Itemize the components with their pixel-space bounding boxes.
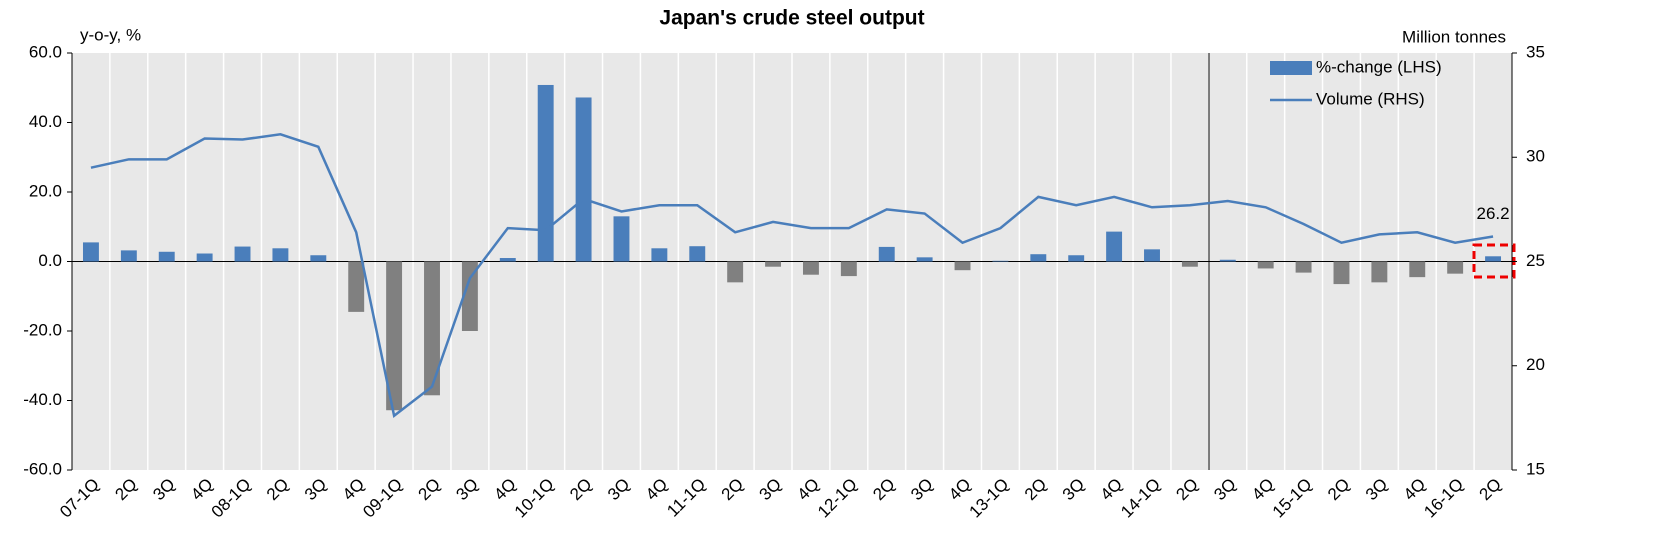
x-tick-label: 10-1Q [511,475,558,522]
y-tick-label: 20.0 [29,181,62,200]
y2-tick-label: 30 [1526,147,1545,166]
bar [1447,261,1464,274]
bar [461,261,478,331]
bar [1371,261,1388,283]
bar [802,261,819,275]
x-tick-label: 08-1Q [208,475,255,522]
x-tick-label: 2Q [869,475,898,504]
bar [916,257,933,262]
bar [234,246,251,262]
y2-tick-label: 25 [1526,251,1545,270]
bar [386,261,403,411]
y-tick-label: -60.0 [23,459,62,478]
x-tick-label: 3Q [907,475,936,504]
bar [1030,254,1047,262]
bar [1485,256,1502,262]
bar [1106,231,1123,262]
x-tick-label: 2Q [415,475,444,504]
x-tick-label: 07-1Q [56,475,103,522]
x-tick-label: 2Q [111,475,140,504]
y2-tick-label: 35 [1526,42,1545,61]
y-axis-label: y-o-y, % [80,25,141,44]
x-tick-label: 3Q [1059,475,1088,504]
bar [1409,261,1426,278]
line [90,133,1494,418]
x-tick-label: 4Q [793,475,822,504]
x-tick-label: 4Q [1400,475,1429,504]
x-tick-label: 11-1Q [663,475,709,521]
bar [272,248,289,262]
y-tick-label: 40.0 [29,112,62,131]
legend-swatch [1270,61,1312,75]
x-tick-label: 3Q [452,475,481,504]
bar [1181,261,1198,267]
x-tick-label: 4Q [490,475,519,504]
bar [1144,249,1160,262]
x-tick-label: 09-1Q [359,475,406,522]
x-tick-label: 14-1Q [1117,475,1164,522]
bar [1295,261,1312,273]
x-tick-label: 2Q [1021,475,1050,504]
y2-axis-label: Million tonnes [1402,27,1506,46]
bar [878,246,895,262]
x-tick-label: 2Q [718,475,747,504]
x-tick-label: 2Q [566,475,595,504]
x-tick-label: 4Q [945,475,974,504]
bar [537,84,554,262]
bar [1219,259,1236,262]
bar [689,246,706,262]
x-tick-label: 15-1Q [1269,475,1316,522]
x-tick-label: 3Q [301,475,330,504]
bar [765,261,782,267]
bar [424,261,440,396]
y-tick-label: -40.0 [23,390,62,409]
bar [1068,255,1085,262]
x-tick-label: 16-1Q [1420,475,1467,522]
x-tick-label: 3Q [604,475,633,504]
y2-tick-label: 20 [1526,355,1545,374]
bar [992,260,1009,262]
x-tick-label: 4Q [187,475,216,504]
bar [82,242,99,262]
y-tick-label: -20.0 [23,320,62,339]
bar [1333,261,1350,285]
bar [196,253,213,262]
annotation: 26.2 [1477,204,1510,223]
x-tick-label: 3Q [149,475,178,504]
x-tick-label: 2Q [263,475,292,504]
y-tick-label: 0.0 [38,251,62,270]
x-tick-label: 13-1Q [966,475,1013,522]
bar [120,250,137,262]
x-tick-label: 4Q [1097,475,1126,504]
bar [1257,261,1274,269]
bar [651,248,668,262]
x-tick-label: 2Q [1172,475,1201,504]
x-tick-label: 4Q [642,475,671,504]
x-tick-label: 2Q [1476,475,1505,504]
bar [727,261,744,283]
bar [499,258,516,262]
bar [575,97,592,262]
bar [840,261,857,277]
chart-title: Japan's crude steel output [659,7,924,30]
x-tick-label: 12-1Q [814,475,861,522]
x-tick-label: 4Q [1248,475,1277,504]
bar [310,255,327,262]
bar [613,216,630,262]
y2-tick-label: 15 [1526,459,1545,478]
x-tick-label: 4Q [339,475,368,504]
x-tick-label: 3Q [1362,475,1391,504]
bar [954,261,971,271]
legend-label: %-change (LHS) [1316,57,1442,76]
x-tick-label: 3Q [756,475,785,504]
bar [348,261,365,312]
x-tick-label: 3Q [1210,475,1239,504]
bar [158,251,175,262]
legend-label: Volume (RHS) [1316,89,1425,108]
y-tick-label: 60.0 [29,42,62,61]
x-tick-label: 2Q [1324,475,1353,504]
